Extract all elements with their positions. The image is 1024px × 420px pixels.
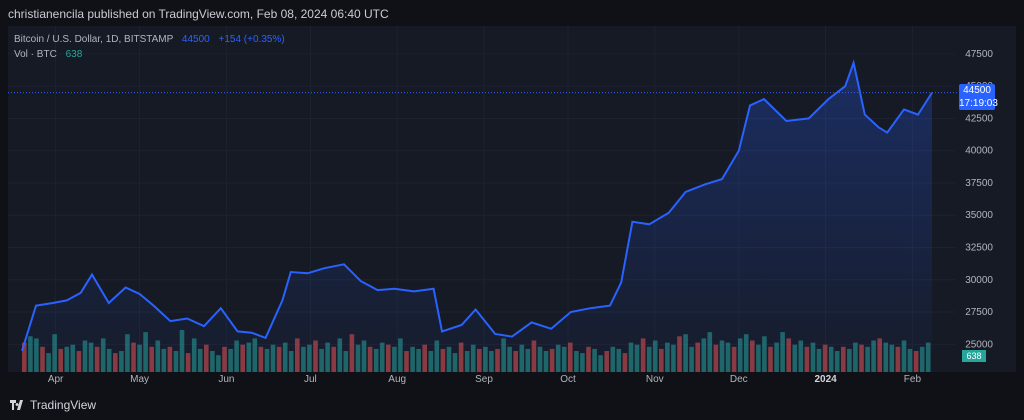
symbol-name: Bitcoin / U.S. Dollar, 1D, BITSTAMP bbox=[14, 34, 174, 45]
symbol-row: Bitcoin / U.S. Dollar, 1D, BITSTAMP 4450… bbox=[14, 32, 285, 47]
x-tick-label: Aug bbox=[388, 374, 406, 385]
y-tick-label: 30000 bbox=[965, 275, 993, 286]
publish-text: christianencila published on TradingView… bbox=[8, 7, 389, 21]
x-tick-label: Jun bbox=[218, 374, 234, 385]
countdown-time: 17:19:03 bbox=[959, 98, 998, 109]
tradingview-logo-icon bbox=[10, 400, 23, 410]
x-tick-label: Nov bbox=[646, 374, 664, 385]
x-tick-label: Dec bbox=[730, 374, 748, 385]
y-tick-label: 47500 bbox=[965, 49, 993, 60]
y-tick-label: 25000 bbox=[965, 339, 993, 350]
current-price-label: 44500 17:19:03 bbox=[959, 84, 998, 110]
footer: TradingView bbox=[0, 388, 1024, 420]
y-tick-label: 27500 bbox=[965, 307, 993, 318]
current-volume-label: 638 bbox=[962, 350, 986, 362]
y-tick-label: 32500 bbox=[965, 243, 993, 254]
y-tick-label: 40000 bbox=[965, 146, 993, 157]
x-tick-label: Apr bbox=[48, 374, 64, 385]
x-tick-label: Oct bbox=[560, 374, 576, 385]
price-area-fill bbox=[22, 62, 932, 373]
y-tick-label: 37500 bbox=[965, 178, 993, 189]
volume-value: 638 bbox=[65, 49, 83, 60]
volume-row: Vol · BTC 638 bbox=[14, 47, 285, 62]
last-price: 44500 bbox=[181, 34, 210, 45]
x-tick-label: Sep bbox=[475, 374, 493, 385]
y-tick-label: 35000 bbox=[965, 210, 993, 221]
current-price: 44500 bbox=[963, 85, 991, 96]
y-tick-label: 42500 bbox=[965, 113, 993, 124]
x-tick-label: 2024 bbox=[814, 374, 837, 385]
volume-label: Vol · BTC bbox=[14, 49, 57, 60]
x-tick-label: May bbox=[130, 374, 149, 385]
price-line bbox=[21, 59, 933, 352]
tradingview-brand: TradingView bbox=[30, 398, 97, 412]
chart-legend: Bitcoin / U.S. Dollar, 1D, BITSTAMP 4450… bbox=[14, 32, 285, 62]
x-tick-label: Feb bbox=[904, 374, 922, 385]
x-tick-label: Jul bbox=[304, 374, 317, 385]
tradingview-logo[interactable]: TradingView bbox=[10, 398, 96, 412]
price-change: +154 (+0.35%) bbox=[218, 34, 285, 45]
publish-header: christianencila published on TradingView… bbox=[0, 0, 1024, 26]
x-axis-labels: Apr May Jun Jul Aug Sep Oct Nov Dec 2024 Feb bbox=[48, 374, 922, 385]
